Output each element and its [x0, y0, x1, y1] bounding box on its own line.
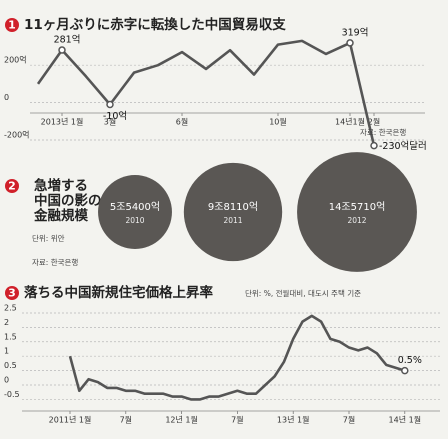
data-label: 0.5%	[398, 355, 422, 366]
chart-subtitle: 단위: %, 전월대비, 대도시 주택 기준	[245, 288, 361, 298]
y-tick-label: -200억	[4, 130, 30, 140]
bubble-value: 9조8110억	[208, 201, 258, 213]
y-tick-label: 2.5	[4, 303, 17, 312]
y-tick-label: 0	[4, 93, 9, 102]
data-label: -10억	[103, 110, 127, 122]
section-number: 3	[8, 287, 16, 300]
data-point	[401, 366, 409, 375]
x-tick-label: 3월	[104, 117, 116, 127]
y-tick-label: 0.5	[4, 361, 17, 370]
unit-label: 단위: 위안	[32, 233, 65, 243]
bubble	[98, 175, 172, 249]
bubble-value: 14조5710억	[329, 201, 386, 213]
y-tick-label: 2	[4, 318, 9, 327]
x-tick-label: 12년 1월	[165, 415, 198, 425]
y-tick-label: 1	[4, 347, 9, 356]
x-tick-label: 13년 1월	[277, 415, 310, 425]
chart-title: 急増する	[34, 177, 88, 194]
chart-title: 11ヶ月ぶりに赤字に転換した中国貿易収支	[24, 16, 286, 33]
data-label: 319억	[342, 26, 369, 38]
y-tick-label: -0.5	[4, 390, 20, 399]
data-point	[58, 46, 66, 54]
x-tick-label: 2013년 1월	[41, 117, 84, 127]
data-line	[68, 314, 406, 401]
chart-title: 落ちる中国新規住宅価格上昇率	[24, 284, 213, 301]
data-point	[370, 141, 378, 150]
source: 자료: 한국은행	[360, 127, 406, 137]
chart-title: 金融規模	[33, 207, 88, 224]
y-tick-label: 1.5	[4, 332, 17, 341]
bubble-year: 2010	[125, 216, 144, 225]
section-number: 1	[8, 19, 16, 32]
bubble	[297, 152, 417, 272]
x-tick-label: 10월	[269, 117, 287, 127]
section-number: 2	[8, 180, 16, 193]
data-point	[346, 39, 354, 47]
section-badge	[5, 18, 19, 32]
x-tick-label: 6월	[176, 117, 188, 127]
x-tick-label: 14년1월	[335, 117, 365, 127]
x-tick-label: 14년 1월	[389, 415, 422, 425]
section-badge	[5, 179, 19, 193]
x-tick-label: 7월	[343, 415, 355, 425]
x-tick-label: 7월	[231, 415, 243, 425]
data-line	[36, 39, 376, 146]
data-label: -230억달러	[379, 140, 427, 152]
bubble	[183, 162, 283, 262]
y-tick-label: 0	[4, 376, 9, 385]
section-badge	[5, 286, 19, 300]
y-tick-label: 200억	[4, 55, 27, 65]
bubble-value: 5조5400억	[110, 201, 160, 213]
data-label: 281억	[54, 34, 81, 46]
bubble-year: 2011	[223, 216, 242, 225]
bubble-year: 2012	[347, 216, 366, 225]
x-tick-label: 7월	[120, 415, 132, 425]
x-tick-label: 2월	[368, 117, 380, 127]
x-tick-label: 2011년 1월	[49, 415, 92, 425]
source: 자료: 한국은행	[32, 257, 78, 267]
data-point	[106, 100, 114, 109]
chart-title: 中国の影の	[34, 192, 102, 209]
